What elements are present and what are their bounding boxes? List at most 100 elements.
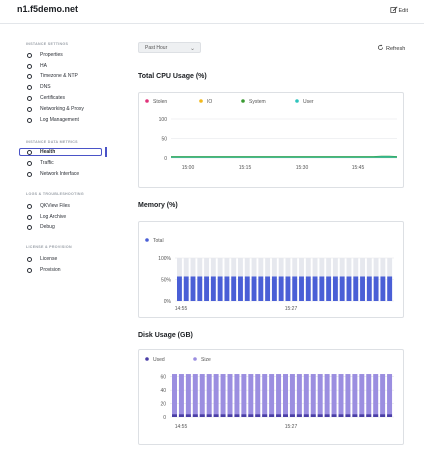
bar-total	[258, 276, 264, 301]
legend-label: Total	[153, 238, 164, 244]
bar-used	[310, 414, 316, 417]
bar-total	[251, 276, 257, 301]
y-tick-label: 40	[160, 388, 166, 394]
sidebar-section-title: LICENSE & PROVISION	[26, 245, 72, 249]
bar-used	[234, 414, 240, 417]
bar-used	[387, 414, 393, 417]
bar-total	[190, 276, 196, 301]
bar-size	[345, 374, 351, 417]
x-tick-label: 15:30	[296, 165, 309, 171]
bar-used	[289, 414, 295, 417]
bar-size	[324, 374, 330, 417]
sidebar-item-properties[interactable]: Properties	[27, 51, 63, 59]
x-tick-label: 14:55	[175, 306, 188, 312]
sidebar-item-dns[interactable]: DNS	[27, 83, 51, 91]
legend-label: Size	[201, 357, 211, 363]
legend-swatch	[199, 99, 203, 103]
bar-used	[317, 414, 323, 417]
memory-section-title: Memory (%)	[138, 202, 178, 209]
x-tick-label: 15:00	[182, 165, 195, 171]
bar-total	[380, 276, 386, 301]
bar-total	[217, 276, 223, 301]
bar-used	[206, 414, 212, 417]
bar-total	[231, 276, 237, 301]
x-tick-label: 15:27	[285, 306, 298, 312]
legend-swatch	[295, 99, 299, 103]
bar-used	[283, 414, 288, 417]
sidebar-item-networking-proxy[interactable]: Networking & Proxy	[27, 105, 84, 113]
cpu-usage-chart: Stolen IO System User 0 50 100 15:00 15:15 15:30 1…	[145, 99, 398, 171]
y-tick-label: 20	[160, 401, 166, 407]
disk-section-title: Disk Usage (GB)	[138, 332, 193, 339]
bar-size	[213, 374, 219, 417]
bar-size	[206, 374, 212, 417]
bar-size	[185, 374, 191, 417]
edit-button[interactable]: Edit	[389, 6, 408, 16]
sidebar-item-health[interactable]: Health	[19, 148, 102, 156]
y-tick-label: 50%	[161, 277, 172, 283]
sidebar-item-ha[interactable]: HA	[27, 62, 47, 70]
bar-total	[299, 276, 304, 301]
bar-size	[220, 374, 226, 417]
bar-size	[227, 374, 233, 417]
bar-total	[285, 276, 291, 301]
bar-total	[183, 276, 189, 301]
sidebar-item-provision[interactable]: Provision	[27, 266, 61, 274]
bar-size	[373, 374, 379, 417]
sidebar-item-license[interactable]: License	[27, 255, 57, 263]
bar-total	[353, 276, 359, 301]
sidebar-item-log-archive[interactable]: Log Archive	[27, 213, 66, 221]
bar-total	[332, 276, 338, 301]
circle-icon	[27, 52, 32, 58]
legend-label: IO	[207, 99, 212, 105]
sidebar: INSTANCE SETTINGS Properties HA Timezone…	[0, 24, 110, 450]
circle-icon	[27, 203, 32, 209]
circle-icon	[27, 224, 32, 230]
refresh-button[interactable]: Refresh	[377, 44, 405, 53]
sidebar-item-log-management[interactable]: Log Management	[27, 116, 79, 124]
refresh-icon	[377, 44, 384, 53]
circle-icon	[27, 267, 32, 273]
sidebar-item-network-interface[interactable]: Network Interface	[27, 170, 79, 178]
bar-total	[312, 276, 318, 301]
sidebar-item-debug[interactable]: Debug	[27, 223, 55, 231]
bar-used	[192, 414, 198, 417]
bar-size	[269, 374, 275, 417]
legend-label: Stolen	[153, 99, 167, 105]
sidebar-item-certificates[interactable]: Certificates	[27, 94, 65, 102]
x-tick-label: 15:15	[239, 165, 252, 171]
bar-used	[178, 414, 184, 417]
edit-label: Edit	[398, 8, 408, 14]
time-range-select[interactable]: Past Hour ⌄	[138, 42, 201, 53]
disk-usage-chart: Used Size 0 20 40 60 14:55 15:27	[145, 357, 394, 430]
sidebar-item-qkview-files[interactable]: QKView Files	[27, 202, 70, 210]
bar-used	[213, 414, 219, 417]
bar-total	[271, 276, 277, 301]
memory-chart: Total 0% 50% 100% 14:55 15:27	[145, 238, 394, 312]
bar-size	[192, 374, 198, 417]
sidebar-item-timezone-ntp[interactable]: Timezone & NTP	[27, 72, 78, 80]
bar-used	[331, 414, 337, 417]
chevron-down-icon: ⌄	[189, 46, 195, 52]
bar-used	[345, 414, 351, 417]
bar-used	[248, 414, 254, 417]
circle-icon	[27, 256, 32, 262]
bar-total	[177, 276, 182, 301]
bar-total	[305, 276, 311, 301]
sidebar-section-title: INSTANCE SETTINGS	[26, 42, 69, 46]
circle-icon	[27, 117, 32, 123]
bar-total	[319, 276, 325, 301]
bar-used	[241, 414, 247, 417]
sidebar-item-traffic[interactable]: Traffic	[27, 159, 54, 167]
legend-swatch	[193, 357, 197, 361]
legend-label: User	[303, 99, 314, 105]
bar-size	[296, 374, 302, 417]
bar-size	[331, 374, 337, 417]
legend-swatch	[145, 357, 149, 361]
circle-icon	[27, 149, 32, 155]
bar-total	[224, 276, 230, 301]
bar-used	[373, 414, 379, 417]
y-tick-label: 100	[159, 117, 168, 123]
edit-icon	[389, 6, 398, 16]
bar-total	[244, 276, 250, 301]
